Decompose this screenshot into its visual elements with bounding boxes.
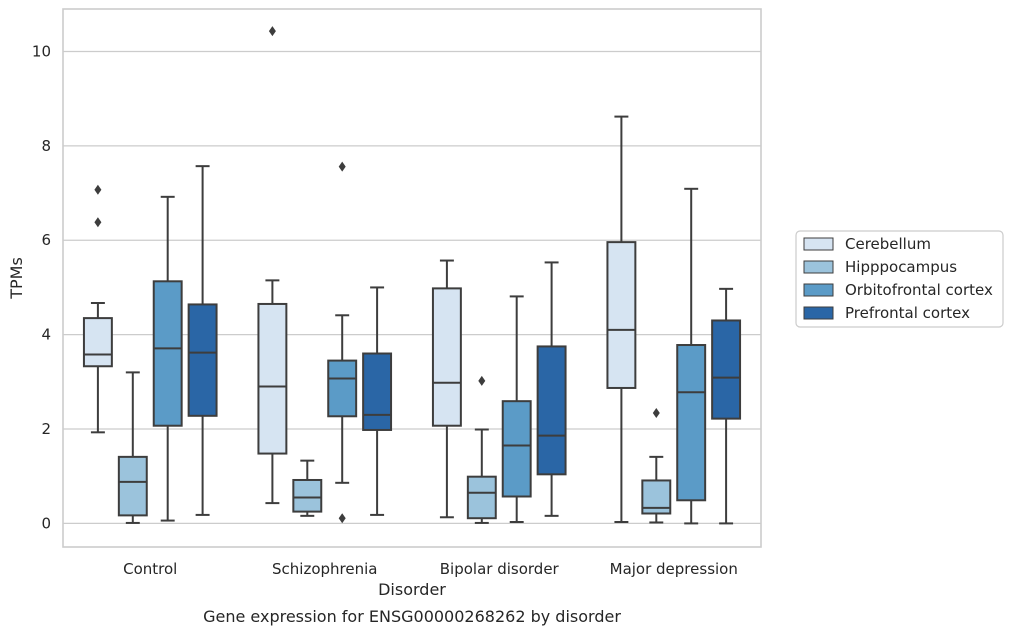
y-axis-ticks: 0 2 4 6 8 10 xyxy=(32,42,51,532)
legend-entry-label: Cerebellum xyxy=(845,235,931,253)
outlier-point xyxy=(94,184,102,195)
box xyxy=(152,280,183,427)
box xyxy=(292,478,323,513)
box-group xyxy=(431,259,462,519)
box xyxy=(536,345,567,476)
legend-swatch xyxy=(803,283,834,297)
legend-entry-label: Orbitofrontal cortex xyxy=(845,281,993,299)
box-group xyxy=(362,286,393,516)
box xyxy=(362,352,393,431)
x-axis-label: Disorder xyxy=(378,580,446,599)
box-group xyxy=(257,26,288,505)
box-group xyxy=(606,115,637,523)
box xyxy=(327,359,358,418)
box xyxy=(711,319,742,420)
box-group xyxy=(117,371,148,524)
y-axis-label: TPMs xyxy=(7,257,26,300)
y-tick-label: 8 xyxy=(41,137,51,155)
outlier-point xyxy=(268,26,276,37)
box xyxy=(117,455,148,517)
legend-swatch xyxy=(803,306,834,320)
legend: Cerebellum Hipppocampus Orbitofrontal cort… xyxy=(795,230,1004,328)
box xyxy=(466,475,497,520)
box-group xyxy=(187,165,218,516)
legend-swatch xyxy=(803,260,834,274)
box-group xyxy=(292,459,323,517)
box-group xyxy=(82,184,113,434)
y-tick-label: 10 xyxy=(32,42,51,60)
box-group xyxy=(152,195,183,522)
box-group xyxy=(327,161,358,524)
x-tick-label: Bipolar disorder xyxy=(440,560,560,578)
box-group xyxy=(711,287,742,525)
box-group xyxy=(676,187,707,525)
legend-swatch xyxy=(803,237,834,251)
box xyxy=(187,303,218,417)
box-group xyxy=(501,295,532,523)
box-group xyxy=(536,261,567,517)
y-tick-label: 0 xyxy=(41,514,51,532)
box xyxy=(606,241,637,389)
x-tick-label: Control xyxy=(123,560,177,578)
outlier-point xyxy=(338,161,346,172)
box xyxy=(82,317,113,368)
box-group xyxy=(466,375,497,524)
outlier-point xyxy=(338,513,346,524)
x-axis-ticks: Control Schizophrenia Bipolar disorder Majo… xyxy=(123,560,738,578)
box-group xyxy=(641,407,672,524)
chart-caption: Gene expression for ENSG00000268262 by d… xyxy=(203,607,621,626)
box-plot-area xyxy=(82,26,742,525)
box xyxy=(431,287,462,427)
y-tick-label: 4 xyxy=(41,326,51,344)
plot-frame xyxy=(62,8,762,548)
box xyxy=(676,344,707,502)
outlier-point xyxy=(652,407,660,418)
outlier-point xyxy=(478,375,486,386)
legend-entry-label: Prefrontal cortex xyxy=(845,304,970,322)
legend-frame xyxy=(795,230,1004,328)
legend-entry-label: Hipppocampus xyxy=(845,258,957,276)
x-tick-label: Schizophrenia xyxy=(272,560,377,578)
box xyxy=(501,400,532,498)
outlier-point xyxy=(94,217,102,228)
y-tick-label: 6 xyxy=(41,231,51,249)
y-tick-label: 2 xyxy=(41,420,51,438)
box xyxy=(257,302,288,455)
x-tick-label: Major depression xyxy=(610,560,738,578)
